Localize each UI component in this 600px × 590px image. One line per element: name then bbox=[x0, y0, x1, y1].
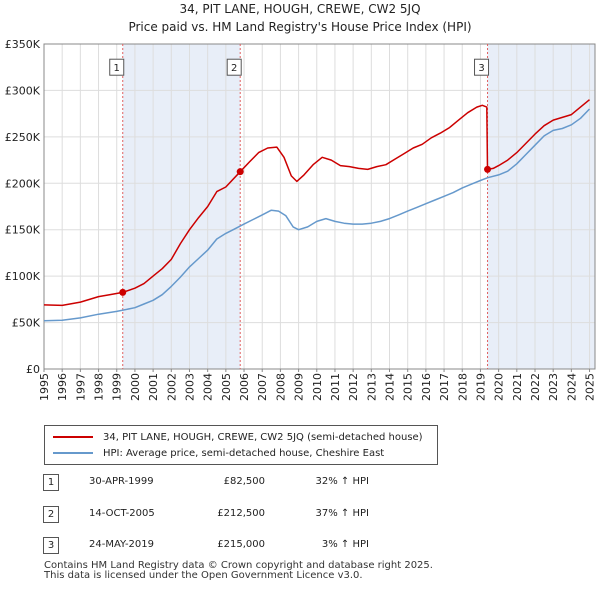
x-tick-label: 2023 bbox=[547, 373, 560, 401]
x-tick-label: 2008 bbox=[274, 373, 287, 401]
sale-point-1 bbox=[119, 288, 127, 296]
sale-number-badge: 2 bbox=[43, 506, 59, 523]
x-tick-label: 2016 bbox=[420, 373, 433, 401]
y-tick-label: £50K bbox=[12, 317, 41, 330]
y-tick-label: £0 bbox=[26, 363, 40, 376]
series-line-property bbox=[43, 99, 590, 307]
y-tick-label: £150K bbox=[5, 224, 41, 237]
legend-label-property: 34, PIT LANE, HOUGH, CREWE, CW2 5JQ (sem… bbox=[103, 431, 423, 443]
ownership-span-1 bbox=[122, 44, 241, 369]
sale-label-box-3 bbox=[474, 58, 490, 76]
sale-price: £215,000 bbox=[217, 539, 265, 550]
sale-label-text-1: 1 bbox=[114, 63, 120, 74]
y-tick-label: £250K bbox=[5, 131, 41, 144]
x-tick-label: 2007 bbox=[256, 373, 269, 401]
x-tick-label: 2002 bbox=[165, 373, 178, 401]
x-tick-label: 2020 bbox=[493, 373, 506, 401]
sale-price: £212,500 bbox=[217, 508, 265, 519]
x-tick-label: 2014 bbox=[384, 373, 397, 401]
ownership-span-2 bbox=[487, 44, 595, 369]
x-tick-label: 1995 bbox=[38, 373, 51, 401]
legend-item-property: 34, PIT LANE, HOUGH, CREWE, CW2 5JQ (sem… bbox=[53, 430, 423, 444]
chart-subtitle: Price paid vs. HM Land Registry's House … bbox=[128, 20, 472, 34]
x-tick-label: 2015 bbox=[402, 373, 415, 401]
x-tick-label: 2001 bbox=[147, 373, 160, 401]
y-tick-label: £200K bbox=[5, 177, 41, 190]
sale-number-badge: 3 bbox=[43, 537, 59, 554]
x-tick-label: 1997 bbox=[74, 373, 87, 401]
sale-hpi-change: 32% ↑ HPI bbox=[315, 476, 369, 487]
series-line-hpi bbox=[43, 108, 591, 322]
x-tick-label: 2000 bbox=[129, 373, 142, 401]
x-tick-label: 2018 bbox=[456, 373, 469, 401]
sale-label-text-2: 2 bbox=[231, 63, 237, 74]
x-tick-label: 2012 bbox=[347, 373, 360, 401]
footer-copyright: Contains HM Land Registry data © Crown c… bbox=[44, 560, 433, 571]
y-tick-label: £300K bbox=[5, 84, 41, 97]
plot-frame bbox=[43, 43, 596, 370]
sale-label-text-3: 3 bbox=[478, 63, 484, 74]
chart-legend: 34, PIT LANE, HOUGH, CREWE, CW2 5JQ (sem… bbox=[44, 425, 438, 465]
footer-notice: Contains HM Land Registry data © Crown c… bbox=[44, 561, 433, 581]
legend-swatch-hpi bbox=[53, 452, 93, 454]
sale-number-badge: 1 bbox=[43, 474, 59, 491]
x-tick-label: 2006 bbox=[238, 373, 251, 401]
y-tick-label: £100K bbox=[5, 270, 41, 283]
sale-price: £82,500 bbox=[223, 476, 265, 487]
x-tick-label: 2009 bbox=[293, 373, 306, 401]
x-tick-label: 2005 bbox=[220, 373, 233, 401]
y-tick-label: £350K bbox=[5, 38, 41, 51]
legend-item-hpi: HPI: Average price, semi-detached house,… bbox=[53, 446, 384, 460]
x-tick-label: 1998 bbox=[93, 373, 106, 401]
sale-hpi-change: 37% ↑ HPI bbox=[315, 508, 369, 519]
sale-date: 24-MAY-2019 bbox=[89, 539, 155, 550]
footer-licence: This data is licensed under the Open Gov… bbox=[44, 570, 363, 581]
x-tick-label: 2024 bbox=[565, 373, 578, 401]
x-tick-label: 2017 bbox=[438, 373, 451, 401]
legend-swatch-property bbox=[53, 436, 93, 438]
x-tick-label: 2022 bbox=[529, 373, 542, 401]
sale-point-2 bbox=[236, 168, 244, 176]
x-tick-label: 2025 bbox=[584, 373, 597, 401]
chart-title: 34, PIT LANE, HOUGH, CREWE, CW2 5JQ bbox=[179, 2, 421, 16]
x-tick-label: 1999 bbox=[111, 373, 124, 401]
x-tick-label: 2010 bbox=[311, 373, 324, 401]
price-chart: £0 £50K £100K £150K £200K £250K £300K £350K 1995… bbox=[5, 38, 597, 401]
sale-label-box-1 bbox=[109, 58, 125, 76]
sale-label-box-2 bbox=[226, 58, 242, 76]
x-tick-label: 2003 bbox=[183, 373, 196, 401]
x-tick-label: 2004 bbox=[202, 373, 215, 401]
x-tick-label: 2011 bbox=[329, 373, 342, 401]
sale-point-3 bbox=[484, 165, 492, 173]
sale-date: 30-APR-1999 bbox=[89, 476, 154, 487]
sale-hpi-change: 3% ↑ HPI bbox=[321, 539, 369, 550]
x-tick-label: 2013 bbox=[365, 373, 378, 401]
sale-date: 14-OCT-2005 bbox=[89, 508, 155, 519]
x-tick-label: 1996 bbox=[56, 373, 69, 401]
x-tick-label: 2021 bbox=[511, 373, 524, 401]
x-tick-label: 2019 bbox=[474, 373, 487, 401]
legend-label-hpi: HPI: Average price, semi-detached house,… bbox=[103, 447, 385, 459]
